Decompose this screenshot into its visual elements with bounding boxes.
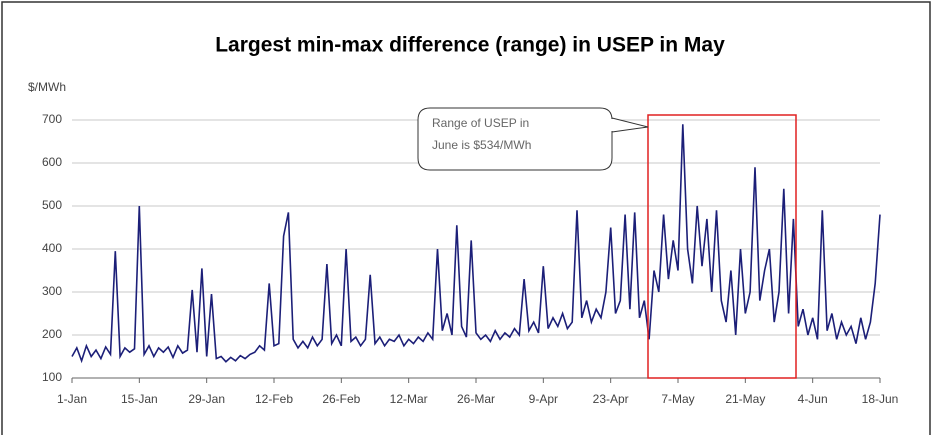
plot — [71, 124, 881, 364]
y-tick-label: 200 — [42, 327, 62, 341]
y-tick-label: 500 — [42, 198, 62, 212]
x-tick-label: 4-Jun — [798, 392, 828, 406]
x-tick-label: 23-Apr — [593, 392, 629, 406]
x-tick-label: 26-Feb — [322, 392, 360, 406]
x-tick-label: 21-May — [725, 392, 765, 406]
callout — [417, 107, 649, 171]
annotation-line: June is $534/MWh — [432, 138, 531, 152]
data-line — [71, 124, 881, 364]
x-tick-label: 26-Mar — [457, 392, 495, 406]
y-tick-label: 600 — [42, 155, 62, 169]
x-tick-label: 7-May — [661, 392, 694, 406]
y-tick-label: 300 — [42, 284, 62, 298]
x-tick-label: 1-Jan — [57, 392, 87, 406]
x-tick-label: 9-Apr — [529, 392, 558, 406]
highlight-box — [647, 114, 797, 379]
y-tick-label: 700 — [42, 112, 62, 126]
x-tick-label: 15-Jan — [121, 392, 158, 406]
x-tick-label: 12-Feb — [255, 392, 293, 406]
x-tick-label: 18-Jun — [862, 392, 899, 406]
annotation-line: Range of USEP in — [432, 116, 529, 130]
x-tick-label: 12-Mar — [390, 392, 428, 406]
y-tick-label: 400 — [42, 241, 62, 255]
y-axis-label: $/MWh — [28, 80, 66, 94]
x-tick-label: 29-Jan — [188, 392, 225, 406]
chart-title: Largest min-max difference (range) in US… — [215, 34, 725, 57]
y-tick-label: 100 — [42, 370, 62, 384]
